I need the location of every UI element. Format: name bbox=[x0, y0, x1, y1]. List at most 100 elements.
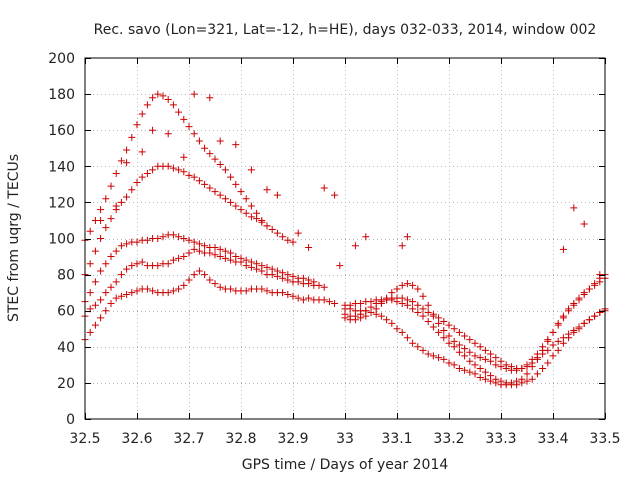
data-point-marker bbox=[86, 328, 94, 336]
data-point-marker bbox=[497, 377, 505, 385]
data-point-marker bbox=[117, 271, 125, 279]
data-point-marker bbox=[305, 294, 313, 302]
data-point-marker bbox=[450, 361, 458, 369]
data-point-marker bbox=[539, 350, 547, 358]
data-point-marker bbox=[102, 307, 110, 315]
data-point-marker bbox=[559, 334, 567, 342]
data-point-marker bbox=[419, 305, 427, 313]
data-point-marker bbox=[185, 171, 193, 179]
y-tick-label: 120 bbox=[48, 195, 75, 211]
data-point-marker bbox=[279, 269, 287, 277]
data-point-marker bbox=[424, 301, 432, 309]
data-point-marker bbox=[201, 242, 209, 250]
series-trough-b bbox=[341, 274, 609, 387]
data-point-marker bbox=[424, 309, 432, 317]
data-point-marker bbox=[227, 173, 235, 181]
data-point-marker bbox=[97, 267, 105, 275]
data-point-marker bbox=[393, 325, 401, 333]
data-point-marker bbox=[289, 292, 297, 300]
data-point-marker bbox=[383, 296, 391, 304]
x-axis-label: GPS time / Days of year 2014 bbox=[242, 457, 449, 473]
data-point-marker bbox=[117, 157, 125, 165]
data-point-marker bbox=[429, 312, 437, 320]
data-point-marker bbox=[351, 242, 359, 250]
data-point-marker bbox=[591, 312, 599, 320]
data-point-marker bbox=[549, 352, 557, 360]
data-point-marker bbox=[492, 354, 500, 362]
data-point-marker bbox=[149, 166, 157, 174]
data-point-marker bbox=[492, 375, 500, 383]
data-point-marker bbox=[554, 346, 562, 354]
data-point-marker bbox=[279, 289, 287, 297]
data-point-marker bbox=[466, 357, 474, 365]
data-point-marker bbox=[565, 330, 573, 338]
data-point-marker bbox=[242, 256, 250, 264]
data-point-marker bbox=[112, 294, 120, 302]
data-point-marker bbox=[211, 244, 219, 252]
series-scattered bbox=[97, 90, 604, 279]
data-point-marker bbox=[107, 215, 115, 223]
data-point-marker bbox=[575, 296, 583, 304]
data-point-marker bbox=[253, 209, 261, 217]
data-point-marker bbox=[315, 281, 323, 289]
data-point-marker bbox=[383, 316, 391, 324]
data-point-marker bbox=[86, 227, 94, 235]
data-point-marker bbox=[289, 272, 297, 280]
data-point-marker bbox=[435, 314, 443, 322]
data-point-marker bbox=[195, 267, 203, 275]
data-point-marker bbox=[497, 357, 505, 365]
data-point-marker bbox=[97, 296, 105, 304]
data-point-marker bbox=[97, 206, 105, 214]
data-point-marker bbox=[258, 262, 266, 270]
data-point-marker bbox=[190, 238, 198, 246]
data-point-marker bbox=[455, 348, 463, 356]
data-points bbox=[81, 90, 609, 389]
data-point-marker bbox=[159, 233, 167, 241]
data-point-marker bbox=[466, 368, 474, 376]
data-point-marker bbox=[138, 173, 146, 181]
series-arc-low bbox=[81, 267, 339, 344]
data-point-marker bbox=[175, 108, 183, 116]
data-point-marker bbox=[403, 233, 411, 241]
series-arc-mid-b bbox=[81, 231, 318, 306]
data-point-marker bbox=[190, 90, 198, 98]
data-point-marker bbox=[305, 276, 313, 284]
data-point-marker bbox=[507, 363, 515, 371]
data-point-marker bbox=[445, 359, 453, 367]
data-point-marker bbox=[398, 242, 406, 250]
x-tick-label: 33 bbox=[336, 431, 354, 447]
data-point-marker bbox=[367, 303, 375, 311]
data-point-marker bbox=[91, 301, 99, 309]
data-point-marker bbox=[310, 278, 318, 286]
data-point-marker bbox=[149, 287, 157, 295]
data-point-marker bbox=[190, 245, 198, 253]
data-point-marker bbox=[450, 337, 458, 345]
y-tick-label: 60 bbox=[57, 304, 75, 320]
data-point-marker bbox=[211, 155, 219, 163]
data-point-marker bbox=[455, 328, 463, 336]
data-point-marker bbox=[128, 289, 136, 297]
data-point-marker bbox=[466, 336, 474, 344]
data-point-marker bbox=[247, 202, 255, 210]
data-point-marker bbox=[331, 191, 339, 199]
data-point-marker bbox=[149, 126, 157, 134]
data-point-marker bbox=[570, 301, 578, 309]
data-point-marker bbox=[133, 260, 141, 268]
data-point-marker bbox=[164, 96, 172, 104]
data-point-marker bbox=[440, 334, 448, 342]
data-point-marker bbox=[133, 238, 141, 246]
data-point-marker bbox=[362, 307, 370, 315]
data-point-marker bbox=[518, 375, 526, 383]
data-point-marker bbox=[461, 332, 469, 340]
x-tick-labels: 32.5 32.6 32.7 32.8 32.9 33 33.1 33.2 33.3 33.4 33… bbox=[69, 431, 620, 447]
y-tick-label: 180 bbox=[48, 87, 75, 103]
data-point-marker bbox=[502, 361, 510, 369]
data-point-marker bbox=[169, 287, 177, 295]
data-point-marker bbox=[268, 225, 276, 233]
data-point-marker bbox=[175, 233, 183, 241]
data-point-marker bbox=[258, 285, 266, 293]
data-point-marker bbox=[440, 327, 448, 335]
data-point-marker bbox=[175, 254, 183, 262]
data-point-marker bbox=[211, 188, 219, 196]
data-point-marker bbox=[216, 191, 224, 199]
